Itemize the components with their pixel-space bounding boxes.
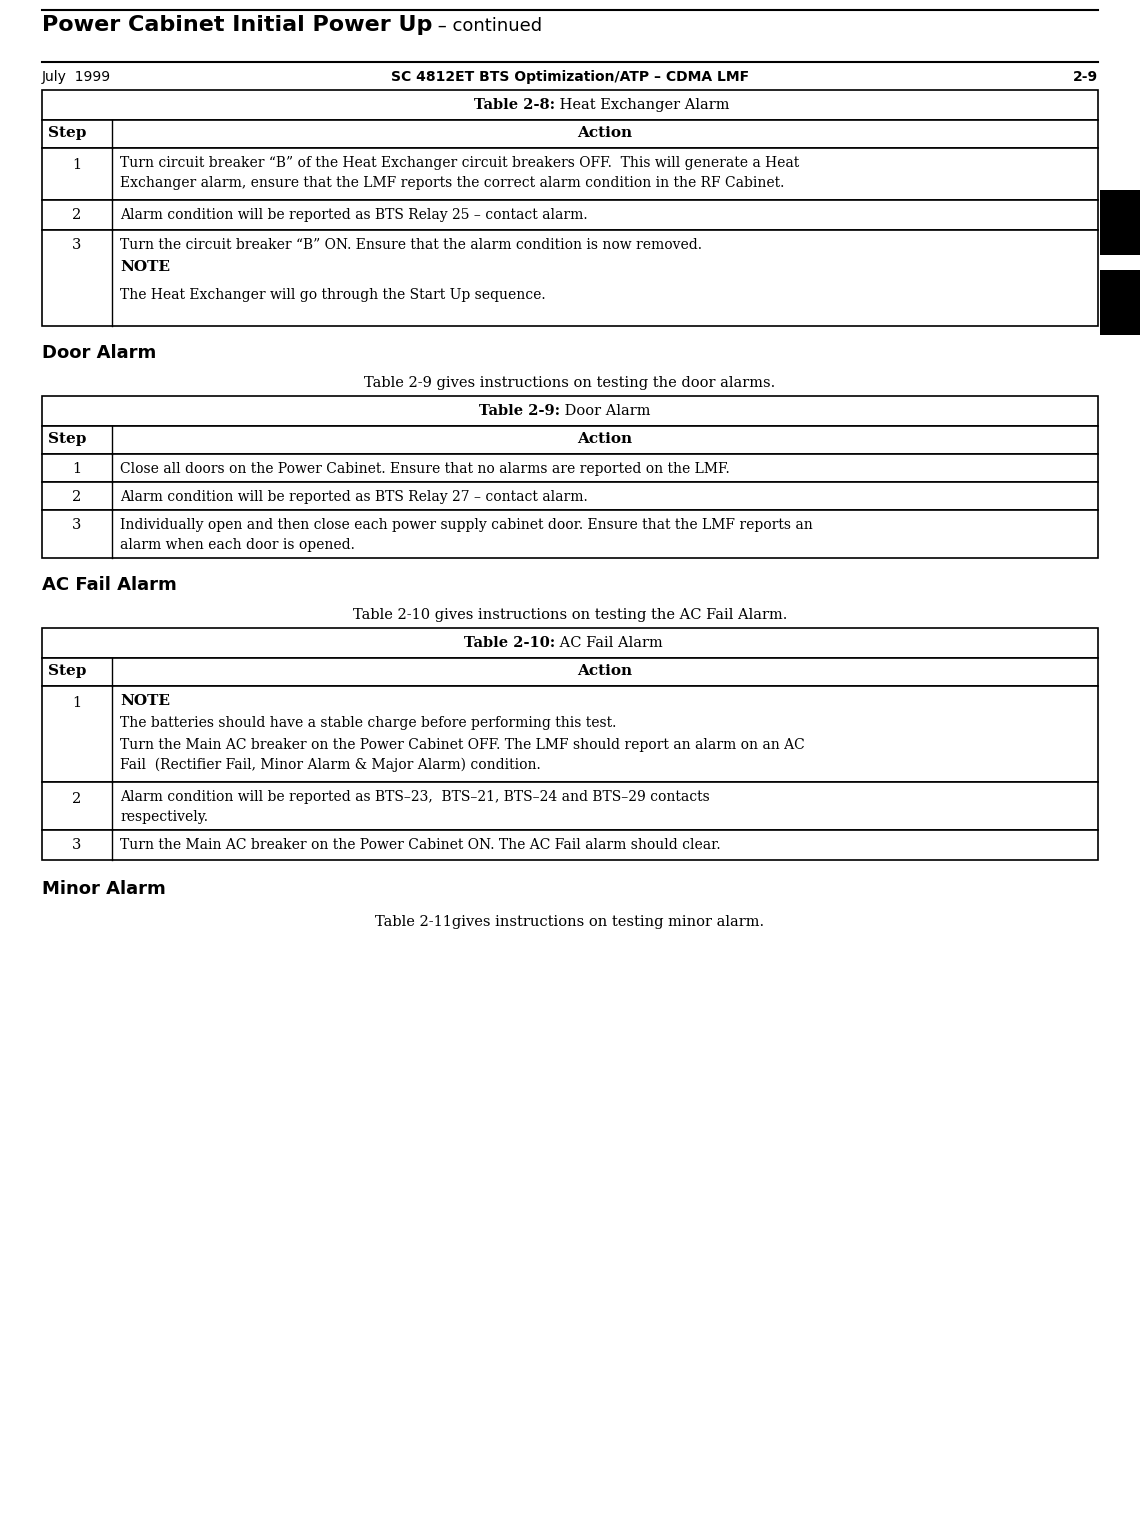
Text: SC 4812ET BTS Optimization/ATP – CDMA LMF: SC 4812ET BTS Optimization/ATP – CDMA LM… — [391, 71, 749, 84]
Bar — [42, 510, 1098, 558]
Bar — [42, 426, 1098, 454]
Text: Step: Step — [48, 126, 87, 140]
Text: Alarm condition will be reported as BTS–23,  BTS–21, BTS–24 and BTS–29 contacts
: Alarm condition will be reported as BTS–… — [120, 789, 710, 823]
Text: Action: Action — [578, 126, 633, 140]
Bar — [42, 396, 1098, 426]
Bar — [42, 199, 1098, 230]
Text: The batteries should have a stable charge before performing this test.: The batteries should have a stable charg… — [120, 716, 617, 730]
Text: Turn the Main AC breaker on the Power Cabinet ON. The AC Fail alarm should clear: Turn the Main AC breaker on the Power Ca… — [120, 839, 720, 852]
Text: 2-9: 2-9 — [1073, 71, 1098, 84]
Text: Heat Exchanger Alarm: Heat Exchanger Alarm — [555, 98, 730, 112]
Text: 1: 1 — [73, 158, 82, 172]
Text: Table 2-9:: Table 2-9: — [479, 405, 560, 419]
Text: Table 2-10 gives instructions on testing the AC Fail Alarm.: Table 2-10 gives instructions on testing… — [352, 609, 788, 622]
Text: Door Alarm: Door Alarm — [560, 405, 651, 419]
Bar — [42, 685, 1098, 782]
Bar — [42, 481, 1098, 510]
Bar — [42, 454, 1098, 481]
Bar — [42, 629, 1098, 658]
Bar — [42, 230, 1098, 327]
Text: 3: 3 — [72, 839, 82, 852]
Text: Turn the Main AC breaker on the Power Cabinet OFF. The LMF should report an alar: Turn the Main AC breaker on the Power Ca… — [120, 737, 805, 773]
Text: Turn the circuit breaker “B” ON. Ensure that the alarm condition is now removed.: Turn the circuit breaker “B” ON. Ensure … — [120, 238, 702, 251]
Bar — [42, 782, 1098, 829]
Text: 2: 2 — [72, 793, 82, 806]
Text: The Heat Exchanger will go through the Start Up sequence.: The Heat Exchanger will go through the S… — [120, 288, 546, 302]
Text: Individually open and then close each power supply cabinet door. Ensure that the: Individually open and then close each po… — [120, 518, 813, 552]
Text: Table 2-11gives instructions on testing minor alarm.: Table 2-11gives instructions on testing … — [375, 915, 765, 929]
Text: Step: Step — [48, 664, 87, 678]
Text: Turn circuit breaker “B” of the Heat Exchanger circuit breakers OFF.  This will : Turn circuit breaker “B” of the Heat Exc… — [120, 156, 799, 190]
Text: AC Fail Alarm: AC Fail Alarm — [555, 636, 662, 650]
Text: Action: Action — [578, 664, 633, 678]
Bar — [42, 90, 1098, 120]
Text: Step: Step — [48, 432, 87, 446]
Bar — [1100, 270, 1140, 336]
Text: Alarm condition will be reported as BTS Relay 25 – contact alarm.: Alarm condition will be reported as BTS … — [120, 208, 587, 222]
Bar — [42, 658, 1098, 685]
Text: Table 2-10:: Table 2-10: — [464, 636, 555, 650]
Text: 1: 1 — [73, 461, 82, 477]
Text: 2: 2 — [72, 208, 82, 222]
Text: 3: 3 — [72, 238, 82, 251]
Text: 1: 1 — [73, 696, 82, 710]
Text: 2: 2 — [72, 491, 82, 504]
Text: Table 2-8:: Table 2-8: — [474, 98, 555, 112]
Bar — [42, 149, 1098, 199]
Bar — [42, 829, 1098, 860]
Text: Table 2-9 gives instructions on testing the door alarms.: Table 2-9 gives instructions on testing … — [365, 376, 775, 389]
Text: 2: 2 — [1114, 270, 1126, 288]
Bar — [42, 120, 1098, 149]
Text: NOTE: NOTE — [120, 261, 170, 274]
Text: Close all doors on the Power Cabinet. Ensure that no alarms are reported on the : Close all doors on the Power Cabinet. En… — [120, 461, 730, 477]
Text: Action: Action — [578, 432, 633, 446]
Text: Power Cabinet Initial Power Up: Power Cabinet Initial Power Up — [42, 15, 432, 35]
Text: July  1999: July 1999 — [42, 71, 111, 84]
Text: 3: 3 — [72, 518, 82, 532]
Bar — [1100, 190, 1140, 254]
Text: Door Alarm: Door Alarm — [42, 343, 156, 362]
Text: NOTE: NOTE — [120, 694, 170, 708]
Text: Alarm condition will be reported as BTS Relay 27 – contact alarm.: Alarm condition will be reported as BTS … — [120, 491, 588, 504]
Text: – continued: – continued — [432, 17, 543, 35]
Text: Minor Alarm: Minor Alarm — [42, 880, 165, 898]
Text: AC Fail Alarm: AC Fail Alarm — [42, 576, 177, 593]
